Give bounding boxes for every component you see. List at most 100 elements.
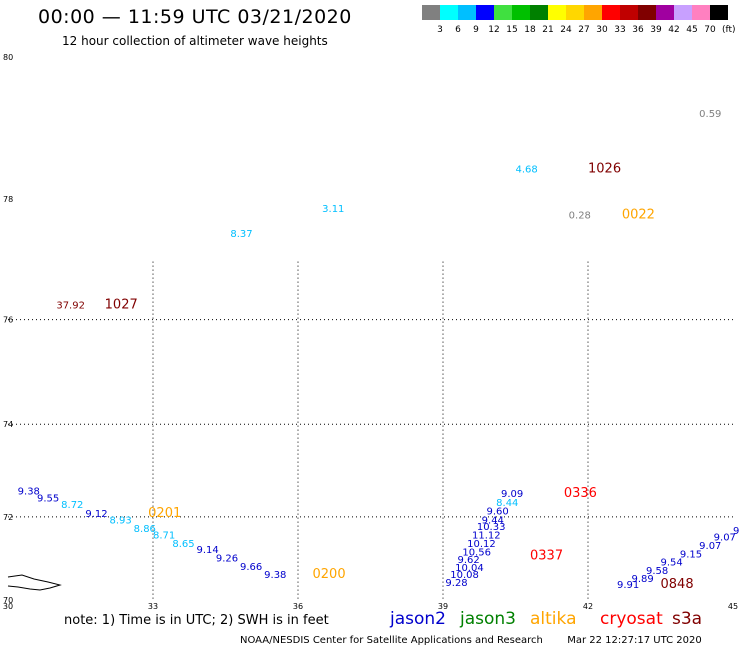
page-subtitle: 12 hour collection of altimeter wave hei… xyxy=(62,34,328,48)
swh-value: 8.72 xyxy=(61,500,83,511)
swh-value: 9.44 xyxy=(482,515,504,526)
swh-value: 10.56 xyxy=(462,547,491,558)
swh-value: 9.54 xyxy=(661,558,683,569)
lon-tick-label: 45 xyxy=(728,602,738,611)
lat-tick-label: 78 xyxy=(3,195,13,204)
swh-value: 9.66 xyxy=(240,562,262,573)
lat-tick-label: 74 xyxy=(3,420,13,429)
lon-tick-label: 39 xyxy=(438,602,448,611)
swh-value: 9.38 xyxy=(264,570,286,581)
legend-label: 39 xyxy=(650,25,662,35)
swh-value: 0.59 xyxy=(699,109,721,120)
swh-value: 9.38 xyxy=(18,487,40,498)
lon-tick-label: 30 xyxy=(3,602,13,611)
legend-swatch xyxy=(476,5,494,20)
satellite-cryosat: cryosat xyxy=(600,609,663,629)
lon-tick-label: 33 xyxy=(148,602,158,611)
satellite-altika: altika xyxy=(530,609,577,629)
legend-label: 27 xyxy=(578,25,590,35)
legend-label: 12 xyxy=(488,25,500,35)
legend-swatch xyxy=(710,5,728,20)
legend-unit: (ft) xyxy=(722,25,736,35)
legend-label: 42 xyxy=(668,25,680,35)
swh-value: 3.11 xyxy=(322,204,344,215)
legend-swatch xyxy=(638,5,656,20)
pass-time-label: 0200 xyxy=(313,567,346,582)
lat-tick-label: 80 xyxy=(3,53,13,62)
legend-swatch xyxy=(656,5,674,20)
swh-value: 37.92 xyxy=(56,300,85,311)
legend-swatch xyxy=(494,5,512,20)
swh-value: 9.58 xyxy=(646,566,668,577)
legend-swatch xyxy=(566,5,584,20)
page-title: 00:00 — 11:59 UTC 03/21/2020 xyxy=(38,6,352,28)
legend-label: 18 xyxy=(524,25,536,35)
legend-label: 15 xyxy=(506,25,518,35)
credit-text: NOAA/NESDIS Center for Satellite Applica… xyxy=(240,635,543,646)
legend-label: 33 xyxy=(614,25,626,35)
swh-value: 9.55 xyxy=(37,493,59,504)
swh-value: 9.60 xyxy=(487,507,509,518)
credit-line: NOAA/NESDIS Center for Satellite Applica… xyxy=(240,635,702,646)
pass-time-label: 0337 xyxy=(530,548,563,563)
legend-swatch xyxy=(674,5,692,20)
swh-value: 9.89 xyxy=(632,574,654,585)
legend-swatch xyxy=(692,5,710,20)
swh-value: 4.68 xyxy=(516,165,538,176)
swh-value: 8.86 xyxy=(134,524,156,535)
swh-value: 8.65 xyxy=(172,539,194,550)
swh-value: 9.09 xyxy=(501,489,523,500)
swh-value: 9.07 xyxy=(714,533,736,544)
legend-swatch xyxy=(548,5,566,20)
legend-swatch xyxy=(620,5,638,20)
swh-value: 11.12 xyxy=(472,530,501,541)
lon-tick-label: 36 xyxy=(293,602,303,611)
legend-swatch xyxy=(530,5,548,20)
swh-value: 9.12 xyxy=(85,509,107,520)
legend-label: 24 xyxy=(560,25,572,35)
lon-tick-label: 42 xyxy=(583,602,593,611)
pass-time-label: 1027 xyxy=(105,297,138,312)
satellite-jason3: jason3 xyxy=(460,609,516,629)
legend-swatch xyxy=(458,5,476,20)
pass-time-label: 1026 xyxy=(588,162,621,177)
pass-time-label: 0022 xyxy=(622,207,655,222)
swh-value: 9.15 xyxy=(680,549,702,560)
swh-value: 9.07 xyxy=(699,541,721,552)
swh-value: 9.28 xyxy=(445,578,467,589)
swh-value: 0.28 xyxy=(569,210,591,221)
swh-value: 10.12 xyxy=(467,539,496,550)
swh-value: 10.04 xyxy=(455,563,484,574)
pass-time-label: 0201 xyxy=(148,506,181,521)
legend-label: 9 xyxy=(473,25,479,35)
legend-swatch xyxy=(512,5,530,20)
satellite-s3a: s3a xyxy=(672,609,703,629)
swh-value: 8.93 xyxy=(110,515,132,526)
legend-label: 6 xyxy=(455,25,461,35)
legend-label: 30 xyxy=(596,25,608,35)
swh-value: 9.62 xyxy=(458,555,480,566)
lat-tick-label: 70 xyxy=(3,596,13,605)
legend-swatch xyxy=(422,5,440,20)
lat-tick-label: 72 xyxy=(3,513,13,522)
legend-label: 36 xyxy=(632,25,644,35)
legend-swatch xyxy=(440,5,458,20)
legend-swatch xyxy=(584,5,602,20)
legend-label: 21 xyxy=(542,25,554,35)
satellite-jason2: jason2 xyxy=(390,609,446,629)
legend-label: 3 xyxy=(437,25,443,35)
legend-label: 45 xyxy=(686,25,698,35)
swh-value: 9.3 xyxy=(733,526,740,537)
pass-time-label: 0848 xyxy=(661,577,694,592)
swh-value: 8.71 xyxy=(153,530,175,541)
swh-value: 8.37 xyxy=(230,229,252,240)
pass-time-label: 0336 xyxy=(564,486,597,501)
legend-label: 70 xyxy=(704,25,716,35)
generated-timestamp: Mar 22 12:27:17 UTC 2020 xyxy=(567,635,702,646)
lat-tick-label: 76 xyxy=(3,316,13,325)
swh-value: 9.14 xyxy=(197,545,219,556)
footer-note: note: 1) Time is in UTC; 2) SWH is in fe… xyxy=(64,613,329,628)
swh-value: 9.91 xyxy=(617,580,639,591)
